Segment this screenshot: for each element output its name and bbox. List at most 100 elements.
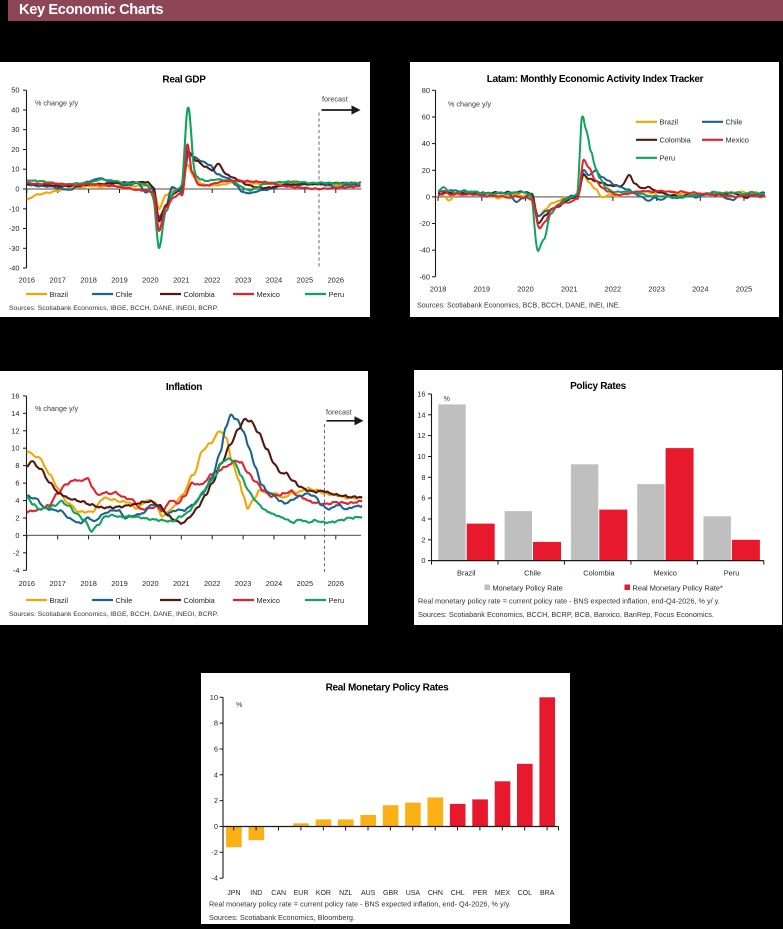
svg-text:0: 0: [426, 192, 430, 201]
svg-text:CAN: CAN: [271, 890, 286, 897]
svg-text:-60: -60: [419, 272, 430, 281]
svg-text:12: 12: [11, 426, 19, 435]
svg-text:Sources: Scotiabank Economics,: Sources: Scotiabank Economics, BCB, BCCH…: [417, 301, 620, 309]
svg-text:JPN: JPN: [227, 890, 240, 897]
svg-text:CHL: CHL: [451, 890, 465, 897]
svg-text:-10: -10: [9, 204, 20, 213]
svg-text:2: 2: [214, 796, 218, 805]
svg-text:2022: 2022: [204, 275, 220, 284]
svg-text:4: 4: [421, 515, 425, 524]
svg-text:0: 0: [214, 822, 218, 831]
svg-text:% change y/y: % change y/y: [35, 98, 79, 107]
svg-text:2024: 2024: [692, 284, 708, 293]
svg-text:-40: -40: [9, 263, 20, 272]
svg-text:40: 40: [11, 105, 19, 114]
svg-text:PER: PER: [473, 890, 487, 897]
svg-text:2024: 2024: [266, 275, 282, 284]
svg-text:2017: 2017: [49, 275, 65, 284]
svg-text:Mexico: Mexico: [257, 289, 280, 298]
svg-text:50: 50: [11, 85, 19, 94]
svg-text:60: 60: [422, 112, 430, 121]
svg-text:Policy Rates: Policy Rates: [570, 381, 627, 392]
svg-text:10: 10: [417, 452, 425, 461]
svg-text:2023: 2023: [235, 579, 251, 588]
svg-text:USA: USA: [406, 890, 421, 897]
svg-text:8: 8: [421, 473, 425, 482]
svg-text:Brazil: Brazil: [50, 596, 69, 605]
svg-text:Chile: Chile: [116, 596, 133, 605]
svg-text:Chile: Chile: [116, 289, 133, 298]
svg-text:2021: 2021: [173, 275, 189, 284]
svg-text:IND: IND: [250, 890, 262, 897]
svg-text:2018: 2018: [80, 579, 96, 588]
svg-text:6: 6: [214, 745, 218, 754]
svg-text:Chile: Chile: [726, 117, 743, 126]
svg-text:0: 0: [15, 531, 19, 540]
svg-text:2022: 2022: [204, 579, 220, 588]
svg-text:%: %: [443, 394, 450, 403]
svg-text:Colombia: Colombia: [583, 569, 615, 578]
svg-text:-4: -4: [211, 874, 218, 883]
svg-text:Mexico: Mexico: [726, 135, 749, 144]
svg-text:2023: 2023: [648, 284, 664, 293]
svg-text:Colombia: Colombia: [184, 596, 216, 605]
svg-text:Peru: Peru: [329, 596, 345, 605]
svg-text:2016: 2016: [19, 579, 35, 588]
svg-text:Brazil: Brazil: [660, 117, 679, 126]
svg-text:16: 16: [11, 391, 19, 400]
svg-text:MEX: MEX: [495, 890, 511, 897]
svg-text:2: 2: [15, 514, 19, 523]
svg-text:2026: 2026: [328, 275, 344, 284]
svg-text:2019: 2019: [474, 284, 490, 293]
svg-text:EUR: EUR: [294, 890, 309, 897]
svg-text:Sources: Scotiabank Economic: Sources: Scotiabank Economics, BCCH, BCR…: [418, 610, 714, 619]
svg-text:10: 10: [210, 693, 218, 702]
svg-text:2021: 2021: [173, 579, 189, 588]
svg-text:KOR: KOR: [316, 890, 331, 897]
svg-text:0: 0: [421, 556, 425, 565]
svg-text:4: 4: [15, 496, 19, 505]
svg-text:2025: 2025: [736, 284, 752, 293]
svg-text:-2: -2: [13, 548, 20, 557]
svg-text:4: 4: [214, 770, 218, 779]
svg-text:2020: 2020: [517, 284, 533, 293]
svg-text:2018: 2018: [80, 275, 96, 284]
svg-text:CHN: CHN: [428, 890, 443, 897]
svg-text:Sources: Scotiabank Economics,: Sources: Scotiabank Economics, IBGE, BCC…: [9, 611, 218, 618]
svg-text:Real monetary policy rate =: Real monetary policy rate = current poli…: [209, 900, 511, 909]
svg-text:2018: 2018: [430, 284, 446, 293]
svg-text:GBR: GBR: [383, 890, 398, 897]
svg-text:2025: 2025: [297, 275, 313, 284]
svg-text:Monetary Policy Rate: Monetary Policy Rate: [492, 583, 562, 592]
svg-text:Chile: Chile: [524, 569, 541, 578]
svg-text:8: 8: [15, 461, 19, 470]
svg-text:Mexico: Mexico: [653, 569, 676, 578]
svg-text:Latam: Monthly Economic Activi: Latam: Monthly Economic Activity Index T…: [487, 74, 704, 85]
svg-text:% change y/y: % change y/y: [35, 404, 79, 413]
svg-text:2022: 2022: [605, 284, 621, 293]
svg-text:Real Monetary Policy Rates: Real Monetary Policy Rates: [326, 683, 450, 694]
svg-text:2025: 2025: [297, 579, 313, 588]
svg-text:8: 8: [214, 719, 218, 728]
svg-text:6: 6: [15, 479, 19, 488]
svg-text:40: 40: [422, 139, 430, 148]
svg-text:30: 30: [11, 125, 19, 134]
svg-text:Colombia: Colombia: [184, 289, 216, 298]
svg-text:10: 10: [11, 444, 19, 453]
svg-text:forecast: forecast: [322, 94, 348, 103]
svg-text:-20: -20: [9, 224, 20, 233]
svg-text:Peru: Peru: [660, 153, 676, 162]
svg-text:-20: -20: [419, 219, 430, 228]
svg-text:Brazil: Brazil: [50, 289, 69, 298]
svg-text:2019: 2019: [111, 275, 127, 284]
svg-text:Sources: Scotiabank Economic: Sources: Scotiabank Economics, Bloomberg…: [209, 913, 355, 922]
svg-text:Real Monetary Policy Rate*: Real Monetary Policy Rate*: [632, 583, 722, 592]
svg-text:-4: -4: [13, 566, 20, 575]
svg-text:Colombia: Colombia: [660, 135, 692, 144]
svg-text:2: 2: [421, 535, 425, 544]
svg-text:Mexico: Mexico: [257, 596, 280, 605]
svg-text:Peru: Peru: [723, 569, 739, 578]
svg-text:Sources: Scotiabank Economics,: Sources: Scotiabank Economics, IBGE, BCC…: [9, 305, 218, 312]
svg-text:2016: 2016: [19, 275, 35, 284]
svg-text:2024: 2024: [266, 579, 282, 588]
